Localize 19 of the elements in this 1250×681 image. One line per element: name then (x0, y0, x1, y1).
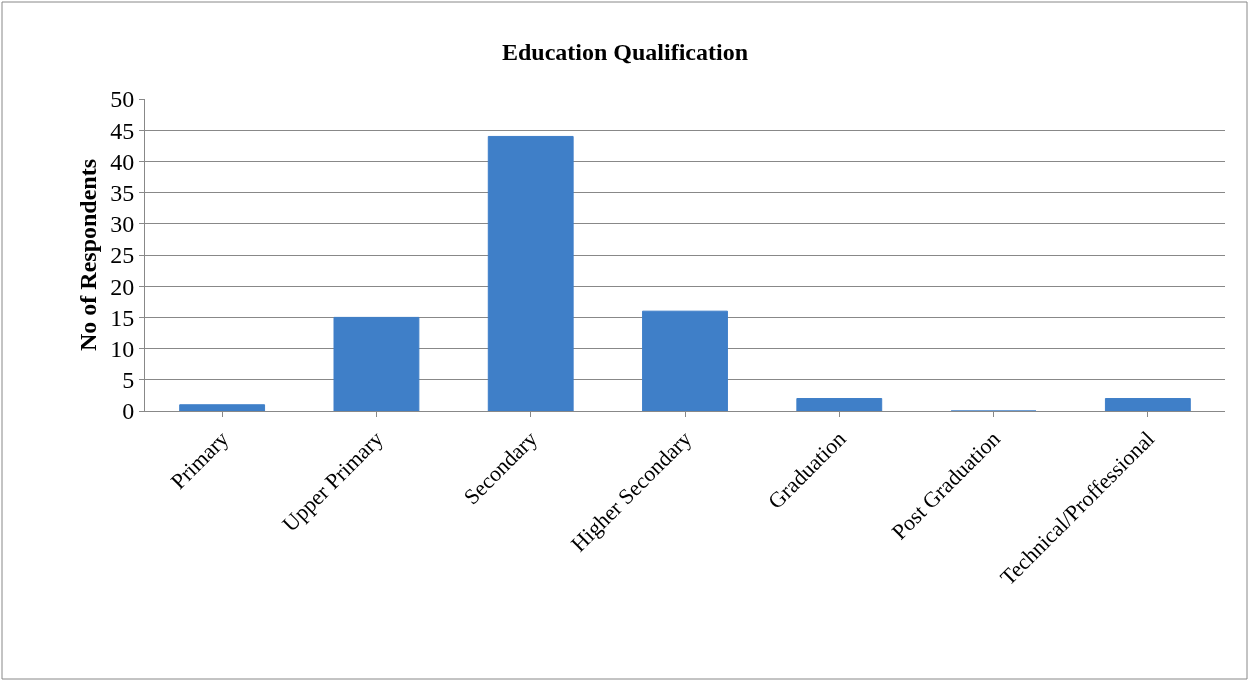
chart-title: Education Qualification (501, 39, 749, 66)
y-tick-label: 30 (110, 211, 135, 238)
bar (179, 404, 266, 411)
y-tick-label: 15 (110, 304, 135, 331)
bar (487, 135, 574, 411)
y-tick-label: 25 (110, 242, 135, 269)
bar (1104, 398, 1191, 411)
y-tick-label: 35 (110, 180, 135, 206)
bar (642, 310, 728, 411)
y-tick-label: 5 (122, 367, 135, 394)
y-tick-label: 50 (110, 86, 135, 113)
y-tick-label: 20 (110, 273, 135, 300)
y-tick-label: 45 (110, 117, 135, 144)
bar (796, 398, 883, 411)
y-tick-label: 10 (110, 336, 135, 362)
y-axis-title: No of Respondents (75, 158, 102, 352)
y-tick-label: 40 (110, 148, 135, 175)
bar (333, 316, 420, 411)
y-tick-label: 0 (122, 398, 135, 425)
